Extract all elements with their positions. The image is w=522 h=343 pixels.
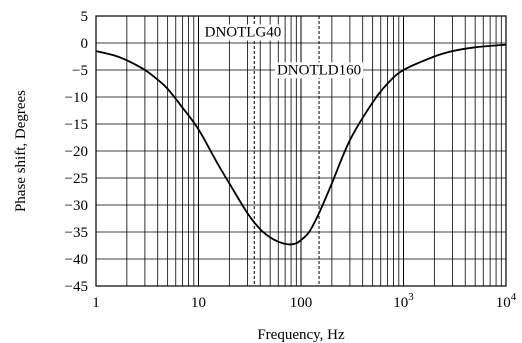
x-tick-label: 104	[496, 291, 517, 311]
grid-lines	[96, 16, 506, 286]
y-tick-label: −15	[65, 117, 88, 133]
y-tick-label: −20	[65, 144, 88, 160]
x-tick-label: 103	[393, 291, 414, 311]
annotation-labels: DNOTLG40 DNOTLD160	[202, 24, 364, 79]
marker-label-bg	[274, 62, 364, 79]
marker-lines	[253, 16, 320, 286]
y-axis-label: Phase shift, Degrees	[13, 90, 29, 212]
y-tick-label: −45	[65, 279, 88, 295]
y-tick-label: −30	[65, 198, 88, 214]
y-tick-label: −35	[65, 225, 88, 241]
marker-label-bg	[202, 24, 284, 41]
x-tick-label: 10	[191, 295, 206, 311]
marker-label: DNOTLG40	[205, 25, 282, 41]
x-tick-label: 100	[290, 295, 313, 311]
x-tick-labels: 1 10 100 103 104	[92, 291, 517, 311]
y-tick-label: −10	[65, 90, 88, 106]
x-axis-label: Frequency, Hz	[257, 327, 345, 343]
series-layer	[95, 43, 507, 246]
phase-curve	[95, 43, 507, 246]
y-tick-label: 5	[81, 9, 89, 25]
marker-label: DNOTLD160	[277, 62, 361, 78]
y-tick-label: −40	[65, 252, 88, 268]
plot-frame	[95, 15, 507, 287]
x-tick-label: 1	[92, 295, 100, 311]
y-tick-labels: 5 0 −5 −10 −15 −20 −25 −30 −35 −40 −45	[65, 9, 88, 295]
y-tick-label: 0	[81, 36, 89, 52]
y-tick-label: −25	[65, 171, 88, 187]
y-tick-label: −5	[72, 63, 88, 79]
